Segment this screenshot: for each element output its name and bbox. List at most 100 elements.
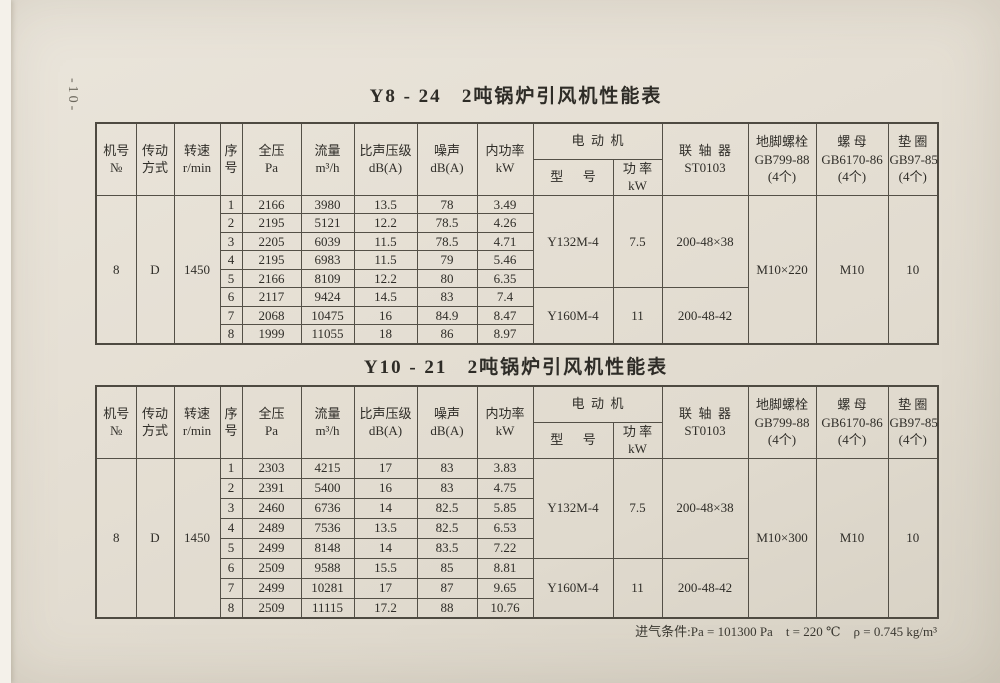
data-cell: 18 (353, 324, 418, 345)
coupling-cell: 200-48×38 (661, 194, 749, 289)
seq-cell: 6 (219, 287, 243, 307)
seq-cell: 4 (219, 250, 243, 270)
data-cell: 16 (353, 305, 418, 326)
data-cell: 5.46 (476, 250, 534, 270)
data-cell: 2303 (241, 457, 302, 479)
data-cell: 79 (416, 250, 478, 270)
header-flow: 流量 m³/h (300, 122, 355, 196)
header-internal-power: 内功率 kW (476, 385, 534, 459)
data-cell: 78.5 (416, 213, 478, 233)
intake-condition-note: 进气条件:Pa = 101300 Pa t = 220 ℃ ρ = 0.745 … (635, 624, 937, 639)
data-cell: 9588 (300, 557, 355, 579)
machine-no-cell: 8 (95, 457, 137, 619)
header-total-pressure: 全压 Pa (241, 385, 302, 459)
header-motor-model: 型 号 (532, 421, 614, 459)
data-cell: 6736 (300, 497, 355, 519)
data-cell: 88 (416, 597, 478, 619)
seq-cell: 6 (219, 557, 243, 579)
data-cell: 2509 (241, 597, 302, 619)
data-cell: 87 (416, 577, 478, 599)
data-cell: 3980 (300, 194, 355, 215)
data-cell: 14.5 (353, 287, 418, 307)
data-cell: 4.26 (476, 213, 534, 233)
data-cell: 80 (416, 268, 478, 289)
motor-model-cell: Y132M-4 (532, 194, 614, 289)
header-coupling: 联 轴 器 ST0103 (661, 385, 749, 459)
data-cell: 14 (353, 497, 418, 519)
seq-cell: 8 (219, 324, 243, 345)
header-seq: 序号 (219, 385, 243, 459)
header-machine-no: 机号 № (95, 122, 137, 196)
header-nut: 螺 母 GB6170-86 (4个) (815, 385, 889, 459)
washer-cell: 10 (887, 194, 939, 345)
header-motor-power: 功 率 kW (612, 421, 663, 459)
motor-model-cell: Y132M-4 (532, 457, 614, 559)
data-cell: 2117 (241, 287, 302, 307)
table-title-y10-21: Y10 - 21 2吨锅炉引风机性能表 (363, 357, 669, 378)
motor-model-cell: Y160M-4 (532, 557, 614, 619)
coupling-cell: 200-48-42 (661, 557, 749, 619)
header-specific-spl: 比声压级 dB(A) (353, 385, 418, 459)
data-cell: 6983 (300, 250, 355, 270)
data-cell: 6.53 (476, 517, 534, 539)
data-cell: 16 (353, 477, 418, 499)
header-coupling: 联 轴 器 ST0103 (661, 122, 749, 196)
data-cell: 2195 (241, 213, 302, 233)
data-cell: 2460 (241, 497, 302, 519)
data-cell: 17.2 (353, 597, 418, 619)
data-cell: 1999 (241, 324, 302, 345)
data-cell: 2166 (241, 268, 302, 289)
data-cell: 86 (416, 324, 478, 345)
header-motor-group: 电 动 机 (532, 385, 663, 423)
data-cell: 10.76 (476, 597, 534, 619)
seq-cell: 2 (219, 477, 243, 499)
data-cell: 5121 (300, 213, 355, 233)
header-motor-power: 功 率 kW (612, 158, 663, 196)
performance-table: 机号 № 传动 方式 转速 r/min 序号全压 Pa 流量 m³/h 比声压级 dB(A) 噪声 dB(… (95, 385, 940, 620)
data-cell: 2205 (241, 231, 302, 252)
header-motor-model: 型 号 (532, 158, 614, 196)
seq-cell: 7 (219, 577, 243, 599)
seq-cell: 2 (219, 213, 243, 233)
speed-cell: 1450 (173, 194, 221, 345)
data-cell: 12.2 (353, 213, 418, 233)
data-cell: 7.22 (476, 537, 534, 559)
header-machine-no: 机号 № (95, 385, 137, 459)
motor-power-cell: 11 (612, 557, 663, 619)
data-cell: 82.5 (416, 497, 478, 519)
data-cell: 2391 (241, 477, 302, 499)
speed-cell: 1450 (173, 457, 221, 619)
nut-cell: M10 (815, 457, 889, 619)
data-cell: 4.71 (476, 231, 534, 252)
data-cell: 7536 (300, 517, 355, 539)
header-anchor-bolt: 地脚螺栓 GB799-88 (4个) (747, 385, 817, 459)
header-noise: 噪声 dB(A) (416, 122, 478, 196)
data-cell: 2166 (241, 194, 302, 215)
seq-cell: 5 (219, 268, 243, 289)
seq-cell: 4 (219, 517, 243, 539)
header-washer: 垫 圈 GB97-85 (4个) (887, 122, 939, 196)
data-cell: 3.83 (476, 457, 534, 479)
header-flow: 流量 m³/h (300, 385, 355, 459)
coupling-cell: 200-48-42 (661, 287, 749, 345)
seq-cell: 3 (219, 497, 243, 519)
data-cell: 2068 (241, 305, 302, 326)
header-anchor-bolt: 地脚螺栓 GB799-88 (4个) (747, 122, 817, 196)
data-cell: 6.35 (476, 268, 534, 289)
data-cell: 8.47 (476, 305, 534, 326)
data-cell: 4215 (300, 457, 355, 479)
data-cell: 9424 (300, 287, 355, 307)
data-cell: 2489 (241, 517, 302, 539)
performance-table-y8-24-mount: 机号 № 传动 方式 转速 r/min 序号全压 Pa 流量 m³/h 比声压级 dB(A) 噪声 dB(… (95, 122, 940, 345)
seq-cell: 8 (219, 597, 243, 619)
data-cell: 2499 (241, 577, 302, 599)
data-cell: 9.65 (476, 577, 534, 599)
data-cell: 8.81 (476, 557, 534, 579)
data-cell: 2195 (241, 250, 302, 270)
motor-power-cell: 7.5 (612, 194, 663, 289)
coupling-cell: 200-48×38 (661, 457, 749, 559)
data-cell: 15.5 (353, 557, 418, 579)
drive-mode-cell: D (135, 457, 175, 619)
header-seq: 序号 (219, 122, 243, 196)
